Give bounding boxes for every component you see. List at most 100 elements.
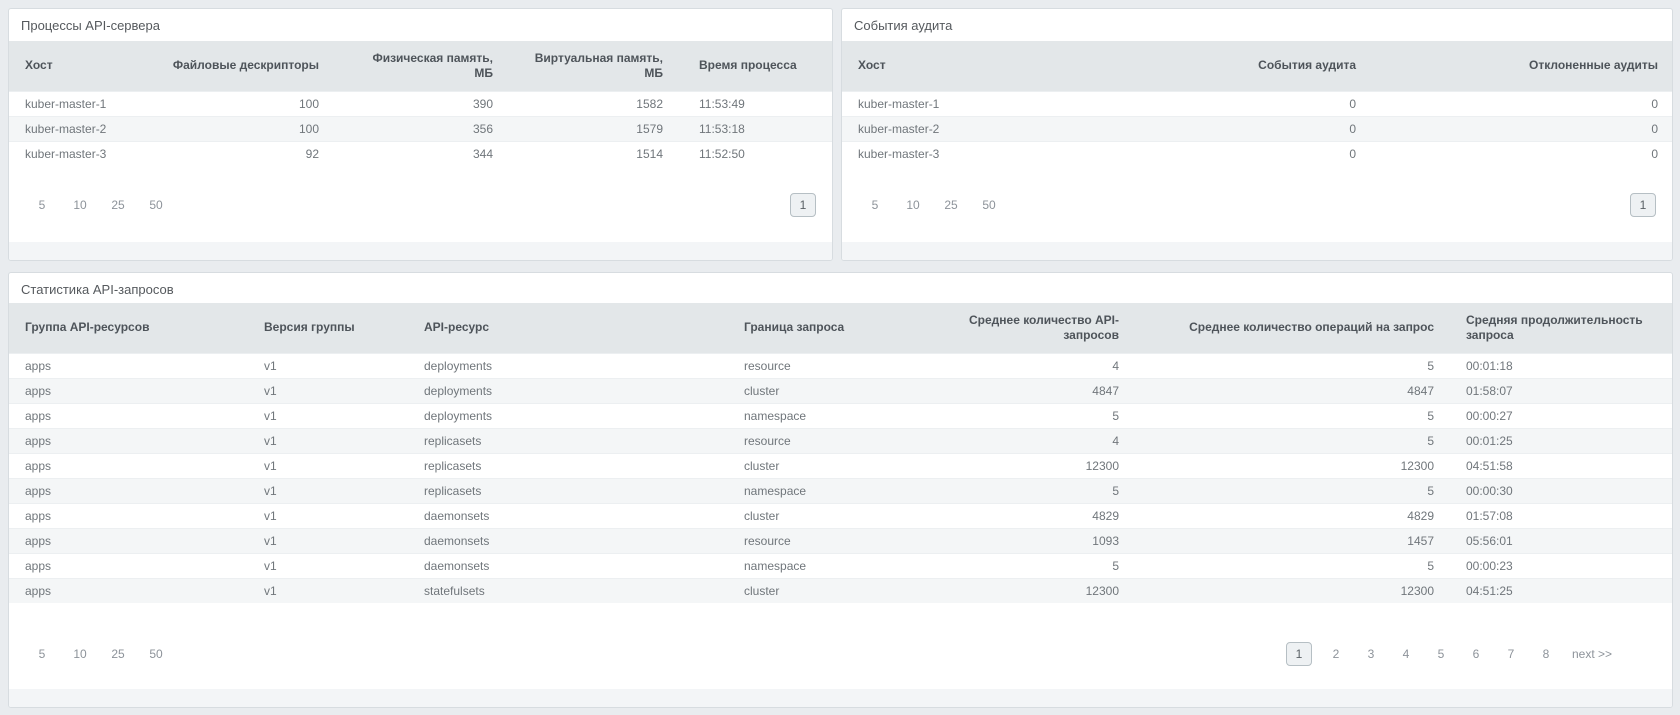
table-cell: apps [9, 453, 248, 478]
table-cell: v1 [248, 478, 408, 503]
column-header-api-resource-group: Группа API-ресурсов [9, 303, 248, 353]
table-cell: apps [9, 353, 248, 378]
page-size-option[interactable]: 50 [149, 198, 163, 212]
table-cell: v1 [248, 378, 408, 403]
page-size-option[interactable]: 5 [35, 647, 49, 661]
page-button[interactable]: 7 [1500, 647, 1522, 661]
page-button[interactable]: 6 [1465, 647, 1487, 661]
table-cell: 4 [945, 428, 1135, 453]
panel-footer [9, 689, 1672, 707]
table-cell: apps [9, 378, 248, 403]
table-cell: 5 [945, 553, 1135, 578]
table-cell: 00:00:30 [1450, 478, 1673, 503]
table-cell: 11:53:18 [679, 116, 833, 141]
table-cell: 05:56:01 [1450, 528, 1673, 553]
column-header-group-version: Версия группы [248, 303, 408, 353]
column-header-rejected-audits: Отклоненные аудиты [1372, 41, 1673, 91]
pagination: 5 10 25 50 1 [9, 192, 832, 218]
table-cell: 00:01:18 [1450, 353, 1673, 378]
table-cell: v1 [248, 453, 408, 478]
page-size-option[interactable]: 5 [35, 198, 49, 212]
page-size-option[interactable]: 50 [982, 198, 996, 212]
table-cell: resource [728, 428, 945, 453]
table-cell: deployments [408, 353, 728, 378]
page-size-option[interactable]: 25 [111, 647, 125, 661]
panel-footer [9, 242, 832, 260]
table-cell: daemonsets [408, 553, 728, 578]
table-cell: 1457 [1135, 528, 1450, 553]
next-page-button[interactable]: next >> [1572, 647, 1612, 661]
page-size-option[interactable]: 10 [73, 647, 87, 661]
table-cell: 100 [139, 116, 335, 141]
table-cell: v1 [248, 578, 408, 603]
table-cell: resource [728, 353, 945, 378]
table-cell: replicasets [408, 478, 728, 503]
table-cell: 5 [945, 403, 1135, 428]
table-header-row: Хост События аудита Отклоненные аудиты [842, 41, 1673, 91]
table-cell: 1093 [945, 528, 1135, 553]
column-header-audit-events: События аудита [1102, 41, 1372, 91]
column-header-process-time: Время процесса [679, 41, 833, 91]
current-page-button[interactable]: 1 [1286, 642, 1312, 666]
page-size-option[interactable]: 5 [868, 198, 882, 212]
table-cell: apps [9, 478, 248, 503]
table-cell: cluster [728, 578, 945, 603]
current-page-button[interactable]: 1 [1630, 193, 1656, 217]
table-cell: 00:01:25 [1450, 428, 1673, 453]
pagination: 5 10 25 50 1 [842, 192, 1672, 218]
table-cell: resource [728, 528, 945, 553]
table-cell: 5 [1135, 553, 1450, 578]
page-size-option[interactable]: 25 [944, 198, 958, 212]
panel-title: Процессы API-сервера [9, 9, 832, 40]
table-cell: v1 [248, 353, 408, 378]
table-row: kuber-master-100 [842, 91, 1673, 116]
column-header-avg-api-requests: Среднее количество API- запросов [945, 303, 1135, 353]
page-button[interactable]: 2 [1325, 647, 1347, 661]
table-cell: kuber-master-3 [842, 141, 1102, 166]
table-cell: 00:00:23 [1450, 553, 1673, 578]
table-cell: 390 [335, 91, 509, 116]
table-header-row: Хост Файловые дескрипторы Физическая пам… [9, 41, 833, 91]
table-cell: 01:57:08 [1450, 503, 1673, 528]
table-row: appsv1statefulsetscluster123001230004:51… [9, 578, 1673, 603]
table-cell: 1582 [509, 91, 679, 116]
table-cell: 5 [1135, 403, 1450, 428]
table-cell: v1 [248, 428, 408, 453]
page-size-option[interactable]: 25 [111, 198, 125, 212]
page-size-option[interactable]: 10 [906, 198, 920, 212]
column-header-avg-operations-per-request: Среднее количество операций на запрос [1135, 303, 1450, 353]
table-cell: 0 [1102, 116, 1372, 141]
table-row: appsv1deploymentsresource4500:01:18 [9, 353, 1673, 378]
table-cell: 4829 [1135, 503, 1450, 528]
page-button[interactable]: 3 [1360, 647, 1382, 661]
table-cell: 12300 [1135, 453, 1450, 478]
api-server-processes-table: Хост Файловые дескрипторы Физическая пам… [9, 41, 833, 166]
table-row: appsv1replicasetsresource4500:01:25 [9, 428, 1673, 453]
column-header-file-descriptors: Файловые дескрипторы [139, 41, 335, 91]
table-cell: apps [9, 528, 248, 553]
page-button[interactable]: 5 [1430, 647, 1452, 661]
page-size-options: 5 10 25 50 [35, 198, 163, 212]
table-cell: 1579 [509, 116, 679, 141]
table-cell: 12300 [945, 453, 1135, 478]
page-button[interactable]: 4 [1395, 647, 1417, 661]
table-cell: v1 [248, 403, 408, 428]
table-cell: 5 [1135, 428, 1450, 453]
table-cell: 0 [1372, 116, 1673, 141]
table-cell: 5 [1135, 478, 1450, 503]
table-cell: 0 [1102, 141, 1372, 166]
table-cell: 100 [139, 91, 335, 116]
page-size-option[interactable]: 10 [73, 198, 87, 212]
current-page-button[interactable]: 1 [790, 193, 816, 217]
page-size-option[interactable]: 50 [149, 647, 163, 661]
table-cell: 4847 [945, 378, 1135, 403]
page-button[interactable]: 8 [1535, 647, 1557, 661]
table-cell: namespace [728, 478, 945, 503]
api-request-statistics-table: Группа API-ресурсов Версия группы API-ре… [9, 303, 1673, 603]
table-cell: apps [9, 403, 248, 428]
table-cell: replicasets [408, 453, 728, 478]
table-cell: apps [9, 578, 248, 603]
table-cell: 12300 [945, 578, 1135, 603]
audit-events-table: Хост События аудита Отклоненные аудиты k… [842, 41, 1673, 166]
table-cell: 5 [1135, 353, 1450, 378]
